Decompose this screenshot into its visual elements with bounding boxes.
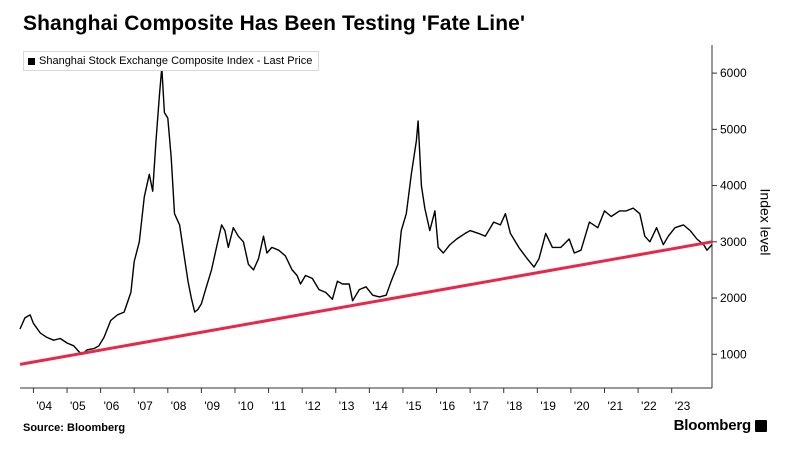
y-tick-label-5000: 5000 (720, 122, 747, 136)
x-tick-label-08: '08 (171, 399, 187, 413)
brand-text: Bloomberg (673, 417, 752, 434)
x-tick-label-07: '07 (137, 399, 153, 413)
x-tick-label-15: '15 (406, 399, 422, 413)
y-tick-label-3000: 3000 (720, 235, 747, 249)
x-tick-label-13: '13 (339, 399, 355, 413)
y-tick-label-1000: 1000 (720, 347, 747, 361)
x-tick-label-05: '05 (70, 399, 86, 413)
x-tick-label-12: '12 (305, 399, 321, 413)
legend-label: Shanghai Stock Exchange Composite Index … (39, 55, 313, 67)
x-tick-label-09: '09 (204, 399, 220, 413)
x-tick-label-06: '06 (104, 399, 120, 413)
index-line (19, 66, 713, 355)
x-tick-label-21: '21 (608, 399, 624, 413)
chart-title: Shanghai Composite Has Been Testing 'Fat… (23, 12, 526, 35)
y-tick-label-4000: 4000 (720, 179, 747, 193)
x-tick-label-23: '23 (675, 399, 691, 413)
x-tick-label-11: '11 (272, 399, 287, 413)
y-axis-label: Index level (757, 188, 774, 256)
x-tick-label-14: '14 (372, 399, 388, 413)
x-tick-label-22: '22 (641, 399, 657, 413)
x-tick-label-20: '20 (574, 399, 590, 413)
bloomberg-terminal-icon (755, 419, 767, 432)
x-tick-label-17: '17 (473, 399, 489, 413)
x-tick-label-04: '04 (36, 399, 52, 413)
y-tick-label-6000: 6000 (720, 66, 747, 80)
x-tick-label-10: '10 (238, 399, 254, 413)
legend: Shanghai Stock Exchange Composite Index … (23, 51, 320, 71)
x-tick-label-18: '18 (507, 399, 523, 413)
source-note: Source: Bloomberg (23, 422, 126, 434)
fate-line (19, 240, 713, 366)
y-tick-label-2000: 2000 (720, 291, 747, 305)
x-tick-label-16: '16 (440, 399, 456, 413)
bloomberg-logo: Bloomberg (674, 417, 767, 434)
legend-swatch-black (28, 57, 35, 65)
x-tick-label-19: '19 (540, 399, 556, 413)
